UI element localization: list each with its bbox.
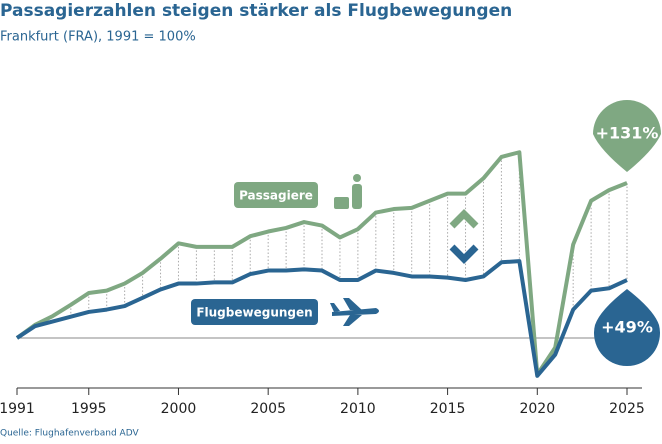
annotation: +49% <box>601 318 653 337</box>
x-tick-label: 1991 <box>0 401 35 417</box>
chevrons <box>449 209 479 264</box>
x-tick-label: 2015 <box>430 401 466 417</box>
legend-label: Flugbewegungen <box>196 306 312 320</box>
x-tick-label: 2005 <box>250 401 286 417</box>
bubble <box>594 289 660 367</box>
bubble <box>593 100 661 172</box>
x-tick-label: 2020 <box>519 401 555 417</box>
x-tick-label: 2000 <box>161 401 197 417</box>
plot-area: 1991 1995 2000 2005 2010 2015 2020 2025 <box>0 150 645 417</box>
x-tick-label: 1995 <box>71 401 107 417</box>
legend-box <box>234 182 318 208</box>
plane-icon <box>330 298 379 326</box>
source: Quelle: Flughafenverband ADV <box>0 429 139 439</box>
x-tick-label: 2025 <box>609 401 645 417</box>
series-line <box>15 150 628 377</box>
series-line <box>15 259 628 378</box>
chart-title: Passagierzahlen steigen stärker als Flug… <box>0 1 512 21</box>
legend-label: Passagiere <box>239 189 313 203</box>
chart-subtitle: Frankfurt (FRA), 1991 = 100% <box>0 30 196 45</box>
passenger-icon <box>334 174 362 209</box>
legend-box <box>191 299 318 325</box>
annotation: +131% <box>596 124 659 143</box>
x-tick-label: 2010 <box>340 401 376 417</box>
